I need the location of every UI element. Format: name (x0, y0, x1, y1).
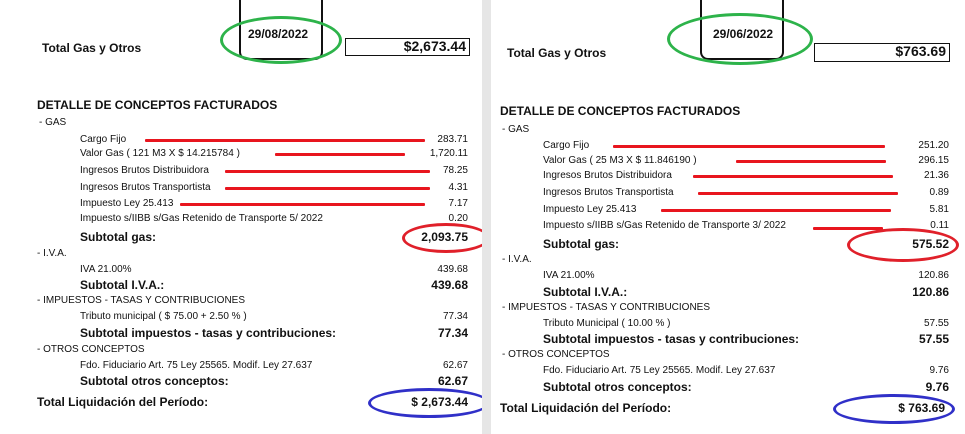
otros-item-value: 62.67 (442, 360, 468, 371)
gas-item-label: Valor Gas ( 121 M3 X $ 14.215784 ) (80, 148, 240, 159)
gas-item-value: 4.31 (448, 182, 468, 193)
subtotal-iva-value: 439.68 (431, 278, 468, 292)
gas-item-value: 0.11 (930, 220, 949, 231)
total-liquidacion-label: Total Liquidación del Período: (37, 395, 209, 409)
impuestos-section-header: - IMPUESTOS - TASAS Y CONTRIBUCIONES (502, 302, 711, 313)
gas-item-value: 5.81 (929, 204, 949, 215)
gas-item-label: Ingresos Brutos Distribuidora (543, 170, 672, 181)
subtotal-impuestos-label: Subtotal impuestos - tasas y contribucio… (543, 332, 800, 346)
gas-item-label: Valor Gas ( 25 M3 X $ 11.846190 ) (543, 155, 697, 166)
iva-item-value: 439.68 (437, 264, 468, 275)
gas-item-label: Impuesto Ley 25.413 (543, 204, 637, 215)
highlight-line (225, 187, 430, 190)
gas-item-value: 0.89 (929, 187, 949, 198)
gas-item-label: Ingresos Brutos Transportista (543, 187, 674, 198)
gas-item-label: Ingresos Brutos Distribuidora (80, 165, 209, 176)
highlight-line (693, 175, 893, 178)
highlight-line (275, 153, 405, 156)
detail-title: DETALLE DE CONCEPTOS FACTURADOS (37, 98, 278, 112)
gas-item-value: 0.20 (448, 213, 468, 224)
total-gas-box (814, 43, 950, 62)
highlight-line (661, 209, 891, 212)
highlight-line (145, 139, 425, 142)
gas-item-value: 7.17 (448, 198, 468, 209)
gas-item-value: 251.20 (918, 140, 949, 151)
gas-item-value: 21.36 (923, 170, 949, 181)
subtotal-impuestos-value: 57.55 (918, 332, 949, 346)
highlight-line (613, 145, 885, 148)
gas-item-label: Impuesto s/IIBB s/Gas Retenido de Transp… (543, 220, 786, 231)
impuestos-item-value: 57.55 (923, 318, 949, 329)
subtotal-impuestos-value: 77.34 (437, 326, 468, 340)
gas-section-header: - GAS (39, 117, 67, 128)
total-gas-label: Total Gas y Otros (507, 46, 607, 60)
gas-item-label: Cargo Fijo (80, 134, 127, 145)
gas-item-label: Ingresos Brutos Transportista (80, 182, 211, 193)
impuestos-item-label: Tributo municipal ( $ 75.00 + 2.50 % ) (80, 311, 247, 322)
iva-item-label: IVA 21.00% (80, 264, 132, 275)
subtotal-otros-label: Subtotal otros conceptos: (543, 380, 692, 394)
iva-item-value: 120.86 (918, 270, 949, 281)
subtotal-otros-value: 62.67 (437, 374, 468, 388)
gas-item-label: Cargo Fijo (543, 140, 590, 151)
impuestos-section-header: - IMPUESTOS - TASAS Y CONTRIBUCIONES (37, 295, 246, 306)
gas-item-value: 296.15 (918, 155, 949, 166)
total-liquidacion-label: Total Liquidación del Período: (500, 401, 672, 415)
total-gas-label: Total Gas y Otros (42, 41, 142, 55)
total-gas-value: $2,673.44 (403, 38, 466, 54)
otros-section-header: - OTROS CONCEPTOS (502, 349, 610, 360)
otros-item-label: Fdo. Fiduciario Art. 75 Ley 25565. Modif… (543, 365, 776, 376)
subtotal-otros-label: Subtotal otros conceptos: (80, 374, 229, 388)
total-gas-value: $763.69 (895, 43, 946, 59)
subtotal-highlight-circle (847, 228, 959, 262)
impuestos-item-label: Tributo Municipal ( 10.00 % ) (543, 318, 671, 329)
date-highlight-circle (667, 13, 813, 65)
highlight-line (180, 203, 425, 206)
total-gas-box (345, 38, 470, 56)
highlight-line (736, 160, 886, 163)
panel-divider (482, 0, 491, 434)
subtotal-iva-value: 120.86 (912, 285, 949, 299)
otros-item-value: 9.76 (929, 365, 949, 376)
subtotal-gas-label: Subtotal gas: (80, 230, 157, 244)
subtotal-iva-label: Subtotal I.V.A.: (543, 285, 628, 299)
subtotal-impuestos-label: Subtotal impuestos - tasas y contribucio… (80, 326, 337, 340)
iva-item-label: IVA 21.00% (543, 270, 595, 281)
highlight-line (698, 192, 898, 195)
gas-item-value: 78.25 (442, 165, 468, 176)
date-highlight-circle (220, 16, 342, 64)
subtotal-iva-label: Subtotal I.V.A.: (80, 278, 165, 292)
gas-item-label: Impuesto s/IIBB s/Gas Retenido de Transp… (80, 213, 323, 224)
invoice-panel-august: 29/08/2022 Total Gas y Otros $2,673.44 D… (0, 0, 482, 434)
gas-item-value: 1,720.11 (429, 148, 468, 159)
gas-item-label: Impuesto Ley 25.413 (80, 198, 174, 209)
subtotal-highlight-circle (402, 223, 482, 253)
total-highlight-circle (368, 388, 482, 418)
invoice-panel-june: 29/06/2022 Total Gas y Otros $763.69 DET… (491, 0, 965, 434)
impuestos-item-value: 77.34 (442, 311, 468, 322)
otros-item-label: Fdo. Fiduciario Art. 75 Ley 25565. Modif… (80, 360, 313, 371)
total-highlight-circle (833, 394, 955, 424)
detail-title: DETALLE DE CONCEPTOS FACTURADOS (500, 104, 741, 118)
subtotal-gas-label: Subtotal gas: (543, 237, 620, 251)
highlight-line (225, 170, 430, 173)
iva-section-header: - I.V.A. (502, 254, 532, 265)
gas-section-header: - GAS (502, 124, 530, 135)
subtotal-otros-value: 9.76 (925, 380, 949, 394)
otros-section-header: - OTROS CONCEPTOS (37, 344, 145, 355)
gas-item-value: 283.71 (437, 134, 468, 145)
iva-section-header: - I.V.A. (37, 248, 67, 259)
highlight-line (813, 227, 883, 230)
